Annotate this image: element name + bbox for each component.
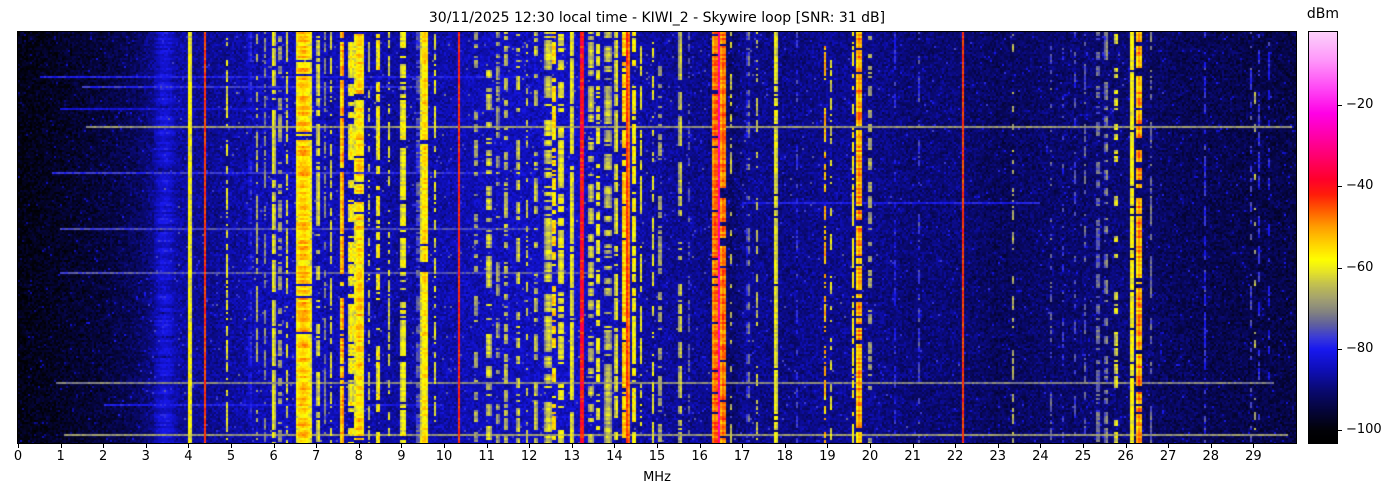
x-tick-label: 18 — [776, 449, 794, 464]
x-tick-mark — [18, 444, 19, 448]
x-tick-mark — [1040, 444, 1042, 448]
x-tick-mark — [1210, 444, 1212, 448]
colorbar-tick-label: −100 — [1346, 422, 1382, 437]
x-tick-label: 4 — [184, 449, 193, 464]
colorbar-canvas — [1308, 31, 1338, 444]
x-tick-mark — [827, 444, 829, 448]
x-tick-label: 8 — [354, 449, 363, 464]
x-tick-mark — [1083, 444, 1084, 448]
x-tick-label: 28 — [1202, 449, 1220, 464]
waterfall-canvas — [17, 31, 1297, 444]
x-tick-label: 14 — [606, 449, 623, 464]
x-tick-mark — [358, 444, 360, 448]
x-tick-label: 13 — [563, 449, 581, 464]
colorbar-tick-label: −20 — [1346, 97, 1374, 112]
x-tick-mark — [784, 444, 786, 448]
x-tick-mark — [188, 444, 190, 448]
colorbar-tick-mark — [1338, 105, 1342, 106]
x-tick-mark — [145, 444, 147, 448]
x-tick-label: 15 — [648, 449, 666, 464]
x-tick-label: 24 — [1032, 449, 1049, 464]
x-tick-mark — [571, 444, 573, 448]
x-tick-label: 26 — [1117, 449, 1134, 464]
x-tick-label: 12 — [520, 449, 538, 464]
x-tick-mark — [401, 444, 403, 448]
x-tick-label: 23 — [989, 449, 1007, 464]
x-tick-mark — [912, 444, 914, 448]
x-tick-mark — [486, 444, 488, 448]
x-tick-mark — [699, 444, 701, 448]
x-tick-label: 27 — [1159, 449, 1177, 464]
colorbar-tick-mark — [1338, 430, 1342, 431]
x-tick-mark — [60, 444, 62, 448]
x-tick-label: 5 — [226, 449, 236, 464]
x-tick-label: 10 — [435, 449, 453, 464]
x-tick-mark — [316, 444, 318, 448]
x-axis-label: MHz — [643, 470, 671, 485]
x-tick-mark — [997, 444, 999, 448]
x-tick-mark — [1125, 444, 1127, 448]
x-tick-label: 16 — [691, 449, 708, 464]
colorbar-tick-mark — [1338, 186, 1342, 187]
x-tick-mark — [231, 444, 232, 448]
x-tick-label: 22 — [946, 449, 964, 464]
x-tick-label: 19 — [819, 449, 836, 464]
x-tick-label: 3 — [141, 449, 150, 464]
x-tick-label: 0 — [13, 449, 23, 464]
x-tick-label: 6 — [269, 449, 278, 464]
x-tick-label: 1 — [56, 449, 65, 464]
x-tick-label: 29 — [1245, 449, 1262, 464]
x-tick-mark — [955, 444, 957, 448]
x-tick-mark — [614, 444, 616, 448]
x-tick-mark — [657, 444, 658, 448]
x-tick-label: 17 — [733, 449, 751, 464]
x-tick-label: 21 — [904, 449, 921, 464]
x-tick-mark — [273, 444, 275, 448]
x-tick-mark — [1253, 444, 1255, 448]
colorbar-tick-label: −40 — [1346, 178, 1374, 193]
x-tick-label: 9 — [397, 449, 406, 464]
colorbar-tick-mark — [1338, 268, 1342, 269]
colorbar-tick-label: −80 — [1346, 341, 1374, 356]
x-tick-mark — [742, 444, 744, 448]
x-tick-label: 25 — [1074, 449, 1092, 464]
colorbar-tick-label: −60 — [1346, 260, 1374, 275]
x-tick-mark — [529, 444, 531, 448]
colorbar-title: dBm — [1306, 6, 1340, 22]
colorbar-tick-mark — [1338, 349, 1342, 350]
x-tick-mark — [1168, 444, 1170, 448]
x-tick-mark — [444, 444, 445, 448]
x-tick-mark — [870, 444, 871, 448]
x-tick-label: 7 — [312, 449, 321, 464]
x-tick-mark — [103, 444, 105, 448]
x-tick-label: 20 — [861, 449, 879, 464]
x-tick-label: 2 — [99, 449, 108, 464]
page-title: 30/11/2025 12:30 local time - KIWI_2 - S… — [428, 10, 886, 26]
x-tick-label: 11 — [478, 449, 495, 464]
